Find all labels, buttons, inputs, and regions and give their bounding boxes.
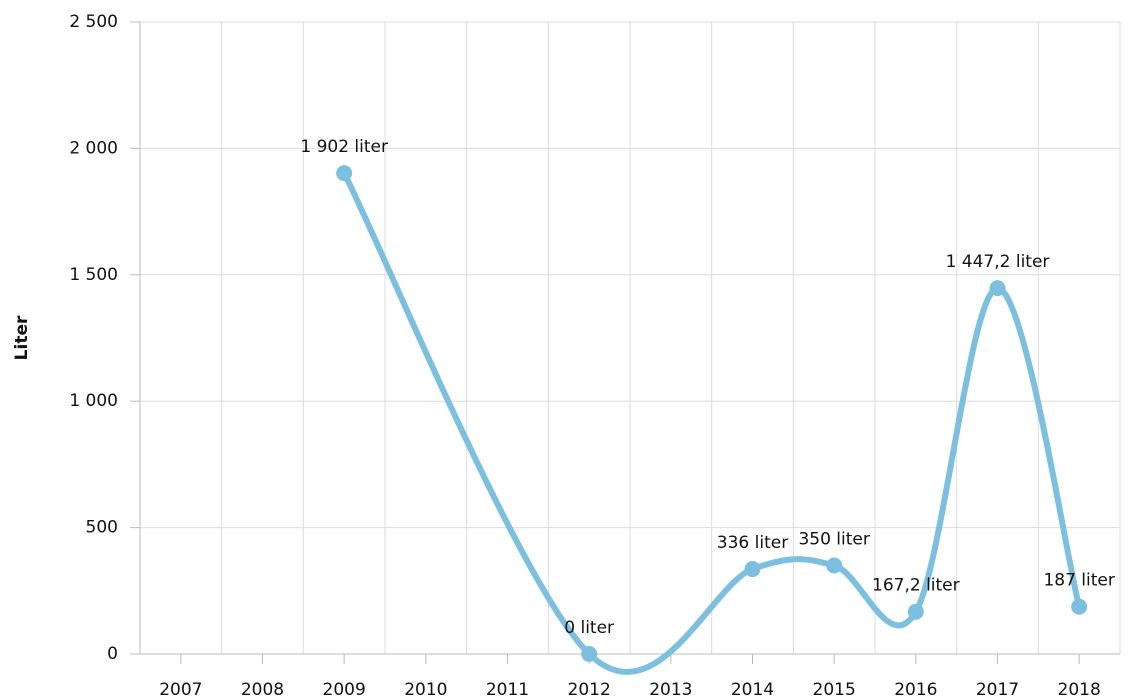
y-tick-label: 0 — [107, 644, 118, 664]
point — [826, 557, 843, 574]
x-tick-label: 2016 — [894, 680, 937, 700]
x-tick-label: 2014 — [731, 680, 774, 700]
data-label: 0 liter — [564, 618, 614, 638]
y-tick-label: 2 000 — [69, 138, 118, 158]
x-tick-label: 2009 — [323, 680, 366, 700]
point — [744, 561, 761, 578]
point — [336, 165, 353, 182]
y-tick-label: 1 500 — [69, 265, 118, 285]
point — [581, 646, 598, 662]
x-tick-label: 2011 — [486, 680, 529, 700]
x-tick-label: 2017 — [976, 680, 1019, 700]
x-tick-label: 2015 — [813, 680, 856, 700]
x-tick-label: 2007 — [159, 680, 202, 700]
x-tick-label: 2013 — [649, 680, 692, 700]
data-label: 1 902 liter — [300, 137, 388, 157]
x-tick-label: 2012 — [568, 680, 611, 700]
point — [1071, 598, 1088, 615]
y-tick-label: 500 — [86, 518, 118, 538]
data-label: 350 liter — [798, 530, 869, 550]
y-axis-title: Liter — [12, 315, 32, 360]
data-label: 336 liter — [717, 533, 788, 553]
data-label: 1 447,2 liter — [946, 252, 1050, 272]
y-tick-label: 2 500 — [69, 12, 118, 32]
data-label: 167,2 liter — [872, 576, 960, 596]
y-tick-label: 1 000 — [69, 391, 118, 411]
point — [907, 603, 924, 620]
point — [989, 280, 1006, 297]
x-tick-label: 2018 — [1058, 680, 1101, 700]
x-tick-label: 2008 — [241, 680, 284, 700]
data-label: 187 liter — [1043, 571, 1114, 591]
x-tick-label: 2010 — [404, 680, 447, 700]
